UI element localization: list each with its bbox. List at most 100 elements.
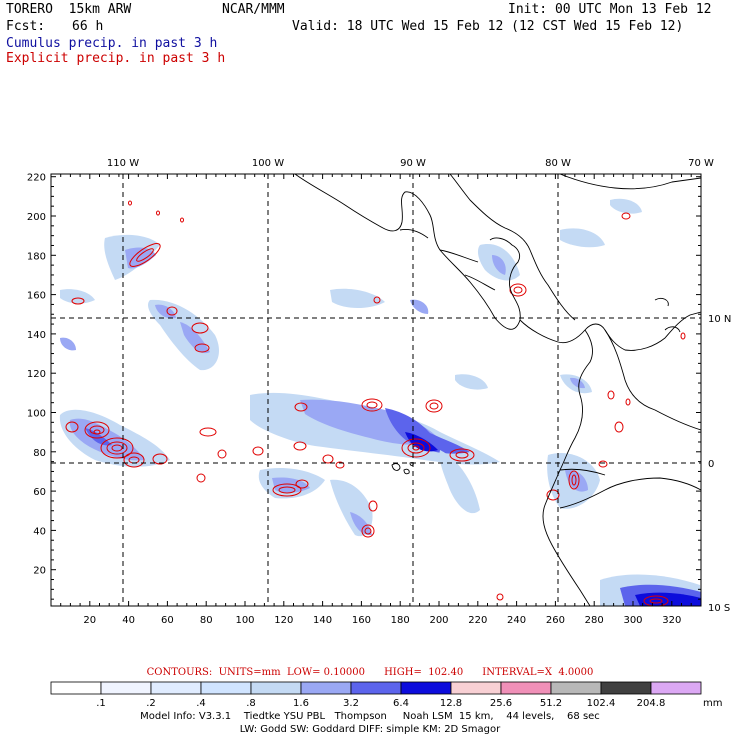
contour (364, 527, 372, 535)
precip-area (180, 322, 210, 354)
forecast-hour: 66 h (72, 19, 104, 34)
lat-label-10n: 10 N (708, 314, 731, 325)
y-tick-label: 220 (27, 173, 46, 184)
contour (180, 217, 184, 223)
scale-swatch (300, 681, 352, 695)
contour (272, 483, 302, 497)
scale-swatch (650, 681, 702, 695)
contour (361, 524, 375, 538)
explicit-precip-contours (65, 200, 686, 606)
scale-swatch (250, 681, 302, 695)
coastline-mexico-central-america (294, 174, 521, 330)
contour (152, 453, 168, 465)
x-tick-label: 180 (391, 615, 410, 626)
lon-label-70w: 70 W (688, 158, 714, 169)
precip-area (439, 450, 480, 514)
contour (373, 296, 381, 304)
precip-area (455, 374, 488, 390)
contour (84, 421, 110, 439)
lon-label-110w: 110 W (107, 158, 139, 169)
x-tick-labels: 20 40 60 80 100 120 140 160 180 200 220 240 260 280 30… (83, 615, 681, 626)
contour (455, 451, 469, 459)
border-colombia-venezuela (604, 329, 701, 431)
contour (278, 486, 296, 494)
scale-label: .8 (246, 698, 256, 709)
contour (129, 243, 161, 267)
y-tick-label: 100 (27, 409, 46, 420)
contour (252, 446, 264, 456)
contour (196, 473, 206, 483)
contour (156, 210, 160, 216)
coastline-caribbean-islands (654, 297, 681, 333)
contour (93, 429, 101, 435)
scale-label: 3.2 (343, 698, 359, 709)
latlon-grid (51, 174, 701, 606)
precip-area (330, 288, 385, 308)
lon-labels: 110 W 100 W 90 W 80 W 70 W (107, 158, 714, 169)
scale-label: 6.4 (393, 698, 409, 709)
contour (136, 248, 154, 262)
contour (294, 402, 308, 412)
contour (407, 442, 425, 454)
forecast-label: Fcst: (6, 19, 46, 34)
scale-swatch (50, 681, 102, 695)
color-scale: .1 .2 .4 .8 1.6 3.2 6.4 12.8 25.6 51.2 102.4 204.8 m… (50, 681, 722, 709)
border-ecuador-peru (559, 477, 701, 509)
contour (366, 401, 378, 409)
border-colombia-ecuador (559, 468, 606, 476)
init-time: Init: 00 UTC Mon 13 Feb 12 (508, 2, 712, 17)
scale-swatch (550, 681, 602, 695)
contour (509, 283, 527, 297)
precip-area (565, 469, 588, 492)
y-tick-label: 120 (27, 369, 46, 380)
contour (621, 212, 631, 220)
contour (128, 200, 132, 206)
precip-area (385, 408, 470, 454)
x-tick-label: 260 (546, 615, 565, 626)
contour (449, 448, 475, 462)
contour (199, 427, 217, 437)
contour (513, 286, 523, 294)
coastlines (294, 174, 701, 606)
contour (65, 421, 79, 433)
scale-label: 204.8 (637, 698, 666, 709)
contour (401, 438, 431, 458)
precip-area (125, 247, 156, 269)
contour (361, 398, 383, 412)
plot-frame (50, 173, 702, 607)
y-tick-label: 140 (27, 330, 46, 341)
lon-label-90w: 90 W (400, 158, 426, 169)
scale-swatch (200, 681, 252, 695)
border-central-america (399, 229, 496, 291)
contour (71, 297, 85, 305)
y-tick-label: 60 (33, 487, 46, 498)
x-tick-label: 220 (468, 615, 487, 626)
x-tick-label: 100 (235, 615, 254, 626)
y-tick-label: 180 (27, 251, 46, 262)
contour (643, 595, 669, 606)
contour (322, 454, 334, 464)
contour (607, 390, 615, 400)
contour-info: CONTOURS: UNITS=mm LOW= 0.10000 HIGH= 10… (146, 667, 594, 678)
contour (368, 500, 378, 512)
scale-swatch (350, 681, 402, 695)
model-info-line2: LW: Godd SW: Goddard DIFF: simple KM: 2D… (239, 724, 501, 735)
precip-area (560, 228, 605, 248)
coastline-colombia-pacific (542, 329, 593, 606)
precip-area (60, 289, 95, 304)
lat-label-0: 0 (708, 459, 714, 470)
coastline-panama (519, 319, 626, 351)
contour (546, 489, 560, 501)
lon-label-80w: 80 W (545, 158, 571, 169)
axis-ticks (51, 174, 701, 606)
scale-label: 102.4 (587, 698, 616, 709)
precip-area (350, 512, 372, 536)
x-tick-label: 320 (662, 615, 681, 626)
contour (598, 460, 608, 468)
contour (194, 343, 210, 353)
scale-swatch (100, 681, 152, 695)
x-tick-label: 20 (83, 615, 96, 626)
contour (614, 421, 624, 433)
coastline-galapagos (391, 462, 414, 475)
